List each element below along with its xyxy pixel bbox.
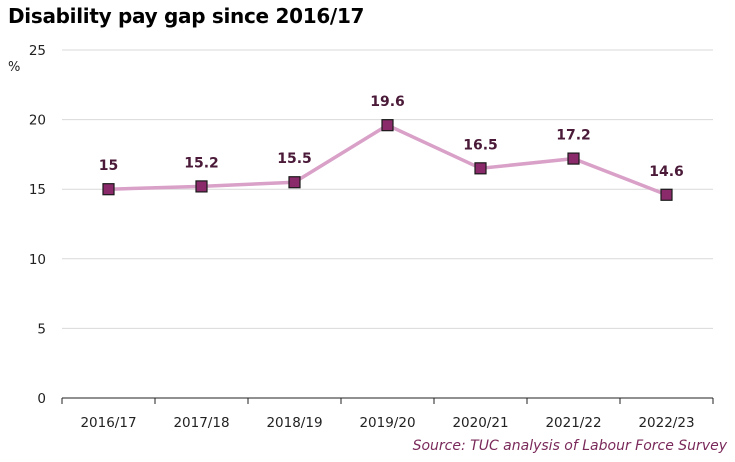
data-label: 17.2 [556,128,591,144]
x-tick-label: 2019/20 [359,415,415,431]
data-point [474,162,487,175]
y-tick-label: 5 [37,321,46,337]
data-label: 16.5 [463,137,498,153]
data-label: 15.2 [184,155,219,171]
x-tick-label: 2018/19 [266,415,322,431]
y-tick-label: 20 [29,113,46,129]
data-label: 14.6 [649,164,684,180]
data-point [195,180,208,193]
chart-title: Disability pay gap since 2016/17 [8,4,365,28]
data-point [102,183,115,196]
x-axis-ticks: 2016/17 2017/18 2018/19 2019/20 2020/21 2021/… [61,398,714,431]
data-label: 15.5 [277,151,312,167]
data-point [660,188,673,201]
y-axis-ticks: 0 5 10 15 20 25 [29,43,46,407]
x-tick-label: 2021/22 [545,415,601,431]
data-point [381,119,394,132]
source-note: Source: TUC analysis of Labour Force Sur… [412,438,727,454]
data-point [567,152,580,165]
data-labels: 15 15.2 15.5 19.6 16.5 17.2 14.6 [99,94,684,180]
x-tick-label: 2017/18 [173,415,229,431]
y-tick-label: 0 [37,391,46,407]
x-tick-label: 2020/21 [452,415,508,431]
data-label: 15 [99,158,118,174]
y-tick-label: 10 [29,252,46,268]
y-tick-label: 15 [29,182,46,198]
data-point [288,176,301,189]
y-tick-label: 25 [29,43,46,59]
data-label: 19.6 [370,94,405,110]
data-markers [102,119,673,201]
x-tick-label: 2022/23 [638,415,694,431]
y-axis-unit: % [8,60,21,75]
gridlines [62,49,713,329]
x-tick-label: 2016/17 [80,415,136,431]
